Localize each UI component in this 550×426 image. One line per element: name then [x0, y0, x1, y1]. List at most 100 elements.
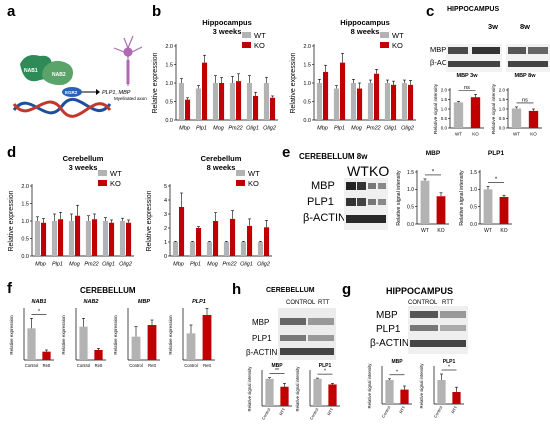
blot-e-image: [344, 178, 388, 230]
chart-title: MBP: [426, 150, 441, 157]
significance-label: *: [324, 369, 326, 375]
chart-g-plp1: PLP1 Relative signal intensity Control RTT *: [419, 359, 464, 419]
x-tick-label: Rett: [203, 363, 212, 368]
x-tick-label: Pm22: [228, 126, 242, 132]
x-tick-label: Mbp: [179, 126, 190, 132]
h-control: CONTROL: [286, 300, 316, 306]
legend-label: WT: [110, 169, 122, 178]
y-axis-label: Relative signal intensity: [419, 363, 424, 409]
x-tick-label: RTT: [278, 407, 286, 417]
chart-h-plp1: PLP1 Relative signal intensity Control RTT *: [295, 363, 340, 421]
bar: [212, 83, 218, 120]
bar: [408, 84, 414, 120]
bar: [126, 222, 132, 256]
x-tick-label: Olig2: [401, 126, 414, 132]
panel-label-h: h: [232, 281, 242, 298]
x-tick-label: Olig2: [257, 262, 270, 268]
y-tick-label: 2.0: [165, 44, 173, 50]
significance-label: *: [38, 309, 40, 315]
bar: [41, 222, 47, 256]
chart-f-nab1: NAB1 Relative expression Control Rett *: [9, 299, 54, 368]
bar: [470, 97, 481, 128]
bar: [350, 83, 356, 120]
bar: [189, 242, 195, 256]
bar: [280, 386, 289, 406]
h-bactin-label: β-ACTIN: [246, 348, 278, 357]
bar: [437, 380, 446, 404]
x-tick-label: Control: [381, 405, 392, 419]
y-tick-label: 1.0: [303, 81, 311, 87]
bar: [420, 180, 430, 224]
g-rtt: RTT: [442, 300, 454, 306]
bar: [179, 207, 185, 256]
x-tick-label: KO: [500, 228, 507, 234]
chart-title: 3 weeks: [69, 163, 98, 172]
bar: [68, 221, 74, 256]
panel-a-diagram: NAB1 NAB2 EGR2 PLP1, MBP Myelinated axon: [12, 35, 147, 118]
legend-label: WT: [392, 31, 404, 40]
legend-label: KO: [110, 179, 121, 188]
chart-title: MBP: [391, 359, 403, 365]
legend-swatch: [98, 170, 107, 176]
chart-title: Cerebellum: [201, 154, 242, 163]
y-tick-label: 1.0: [499, 107, 506, 112]
bar: [202, 315, 212, 360]
bar: [384, 83, 390, 120]
x-tick-label: Plp1: [196, 126, 207, 132]
y-axis-label: Relative expression: [113, 315, 118, 355]
y-tick-label: 1.5: [21, 201, 29, 207]
bar: [34, 221, 40, 256]
x-tick-label: Pm22: [222, 262, 236, 268]
bar: [328, 384, 337, 406]
significance-label: ns: [464, 85, 470, 91]
x-tick-label: Olig2: [119, 262, 132, 268]
bar: [119, 221, 125, 256]
egr2-label: EGR2: [65, 90, 78, 95]
g-plp1-label: PLP1: [376, 324, 401, 335]
y-axis-label: Relative signal intensity: [433, 83, 439, 134]
bar: [246, 83, 252, 120]
blot-e-wt: WT: [347, 163, 369, 179]
x-tick-label: Pm22: [366, 126, 380, 132]
h-rtt: RTT: [318, 300, 330, 306]
panel-label-f: f: [7, 280, 12, 297]
chart-f-plp1: PLP1 Relative expression Control Rett: [168, 299, 215, 368]
y-axis-label: Relative expression: [61, 315, 66, 355]
bar: [109, 222, 115, 256]
chart-title: 3 weeks: [213, 27, 242, 36]
chart-title: 8 weeks: [351, 27, 380, 36]
y-tick-label: 2.0: [21, 184, 29, 190]
bar: [263, 83, 269, 120]
x-tick-label: Control: [309, 407, 320, 421]
significance-label: *: [396, 369, 398, 375]
bar: [313, 378, 322, 406]
y-tick-label: 1.0: [470, 187, 477, 193]
bar: [92, 219, 98, 256]
y-axis-label: Relative signal intensity: [396, 170, 402, 226]
bar: [147, 325, 157, 360]
bar: [75, 215, 81, 256]
bar: [499, 196, 509, 224]
bar: [213, 221, 219, 256]
significance-label: *: [448, 365, 450, 371]
x-tick-label: Control: [77, 363, 91, 368]
y-tick-label: 3: [164, 212, 167, 218]
y-tick-label: 1.5: [165, 62, 173, 68]
bar: [483, 189, 493, 224]
bar: [94, 350, 103, 360]
y-axis-label: Relative expression: [146, 190, 153, 251]
bar: [357, 88, 363, 120]
x-tick-label: Olig1: [246, 126, 259, 132]
blot-e-bactin-label: β-ACTIN: [303, 212, 346, 224]
chart-mbp-8w: MBP 8w Relative signal intensity 0.0 0.5 1.0…: [491, 73, 542, 137]
neuron-icon: [113, 35, 143, 86]
g-bactin-label: β-ACTIN: [370, 338, 410, 349]
y-tick-label: 1.5: [303, 62, 311, 68]
bar: [253, 95, 259, 120]
bar: [27, 328, 36, 360]
egr2-protein: EGR2: [62, 87, 82, 97]
x-tick-label: Mog: [213, 126, 225, 132]
y-tick-label: 1.5: [499, 97, 506, 102]
y-tick-label: 1.0: [21, 219, 29, 225]
